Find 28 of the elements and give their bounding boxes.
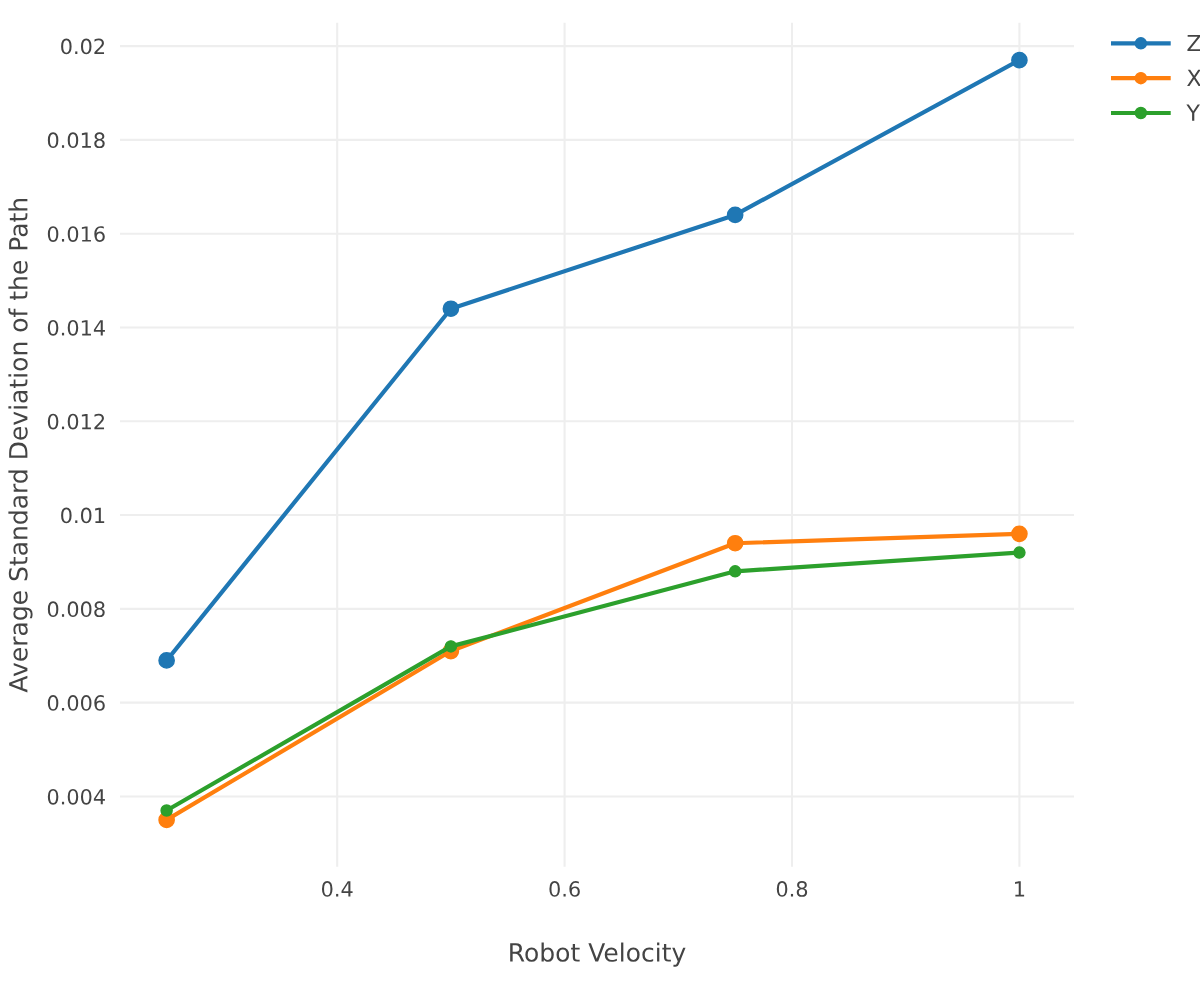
- y-tick-label: 0.012: [47, 413, 105, 430]
- x-tick-label: 0.6: [549, 881, 580, 897]
- point: [158, 652, 175, 669]
- legend-label: Y: [1186, 104, 1200, 121]
- point: [442, 300, 460, 318]
- x-axis-title: Robot Velocity: [510, 942, 686, 967]
- point: [1011, 525, 1028, 543]
- y-tick-label: 0.02: [61, 38, 105, 55]
- point: [728, 565, 742, 578]
- y-tick-label: 0.018: [47, 132, 105, 149]
- point: [1011, 51, 1028, 69]
- x-tick-label: 1: [1015, 881, 1025, 897]
- point: [726, 206, 744, 224]
- point: [444, 640, 458, 653]
- y-tick-label: 0.006: [47, 695, 105, 711]
- point: [726, 534, 744, 552]
- y-tick-label: 0.008: [47, 601, 105, 618]
- legend-label: Z: [1187, 34, 1200, 52]
- point: [160, 804, 173, 817]
- legend-label: X: [1187, 69, 1200, 86]
- x-tick-label: 0.8: [776, 881, 808, 897]
- y-axis-title: Average Standard Deviation of the Path: [8, 198, 33, 693]
- y-tick-label: 0.016: [47, 226, 105, 242]
- y-tick-label: 0.004: [47, 788, 105, 805]
- y-tick-label: 0.014: [47, 319, 105, 336]
- y-tick-label: 0.01: [61, 507, 105, 524]
- point: [1013, 546, 1026, 559]
- x-tick-label: 0.4: [321, 881, 353, 897]
